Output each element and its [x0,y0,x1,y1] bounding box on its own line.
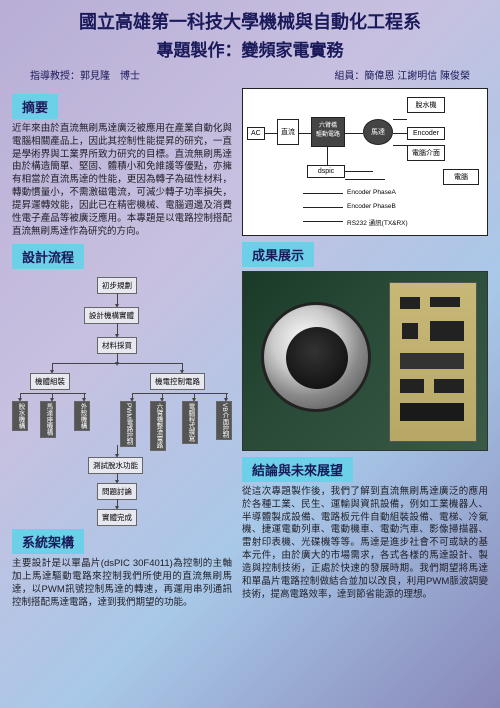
flowchart: 初步規劃 設計機構實體 材料採買 機體組裝 機電控制電路 脫水機構 馬達座機構 … [12,273,232,523]
sys-node-hex: 六臂橋 驅動電路 [311,117,345,147]
flow-node: 機電控制電路 [150,373,205,390]
sys-node-comp: 電腦 [443,169,479,185]
flow-subnode: 馬達座機構 [40,401,56,438]
page-title: 國立高雄第一科技大學機械與自動化工程系 [10,8,490,34]
abstract-body: 近年來由於直流無刷馬達廣泛被應用在產業自動化與電腦相關產品上，因此其控制性能提昇… [12,123,232,238]
flow-subnode: 外殼機構 [74,401,90,431]
sys-node-dspic: dspic [307,165,345,178]
abstract-tag: 摘要 [12,94,58,119]
sys-label-encb: Encoder PhaseB [347,203,396,210]
flow-node: 測試脫水功能 [88,457,143,474]
arch-tag: 系統架構 [12,529,84,554]
flow-node: 設計機構實體 [84,307,139,324]
flow-node: 初步規劃 [97,277,137,294]
sys-node-ac: AC [247,127,265,140]
sys-node-enc: Encoder [407,127,445,140]
system-diagram: AC 直流 六臂橋 驅動電路 馬達 脫水機 Encoder 電腦介面 dspic… [242,88,488,236]
photo-pcb [389,282,477,442]
sys-label-enca: Encoder PhaseA [347,189,396,196]
sys-node-rect: 直流 [277,119,299,145]
conclude-body: 從這次專題製作後，我們了解到直流無刷馬達廣泛的應用於各種工業、民生、運輸與資訊設… [242,486,488,601]
sys-node-motor: 馬達 [363,119,393,145]
flow-subnode: 六臂橋整流電路 [150,401,166,451]
flow-subnode: 脫水機構 [12,401,28,431]
flow-node: 實體完成 [97,509,137,526]
arch-body: 主要設計是以單晶片(dsPIC 30F4011)為控制的主軸加上馬達驅動電路來控… [12,558,232,609]
flow-subnode: 電腦程式撰寫 [182,401,198,444]
conclude-tag: 結論與未來展望 [242,457,353,482]
sys-node-pc: 電腦介面 [407,145,445,161]
advisor-label: 指導教授：郭見隆 博士 [30,67,140,82]
page-subtitle: 專題製作：變頻家電實務 [10,36,490,61]
flow-node: 機體組裝 [30,373,70,390]
sys-node-dehy: 脫水機 [407,97,445,113]
flow-subnode: PWM電路控制 [120,401,136,447]
result-tag: 成果展示 [242,242,314,267]
flow-tag: 設計流程 [12,244,84,269]
members-label: 組員：簡偉恩 江謝明信 陳俊榮 [334,67,470,82]
photo-drum [261,302,371,412]
flow-node: 材料採買 [97,337,137,354]
sys-label-rs232: RS232 通訊(TX&RX) [347,217,408,227]
flow-subnode: VB介面控制 [216,401,232,440]
result-photo [242,271,488,451]
flow-node: 問題討論 [97,483,137,500]
